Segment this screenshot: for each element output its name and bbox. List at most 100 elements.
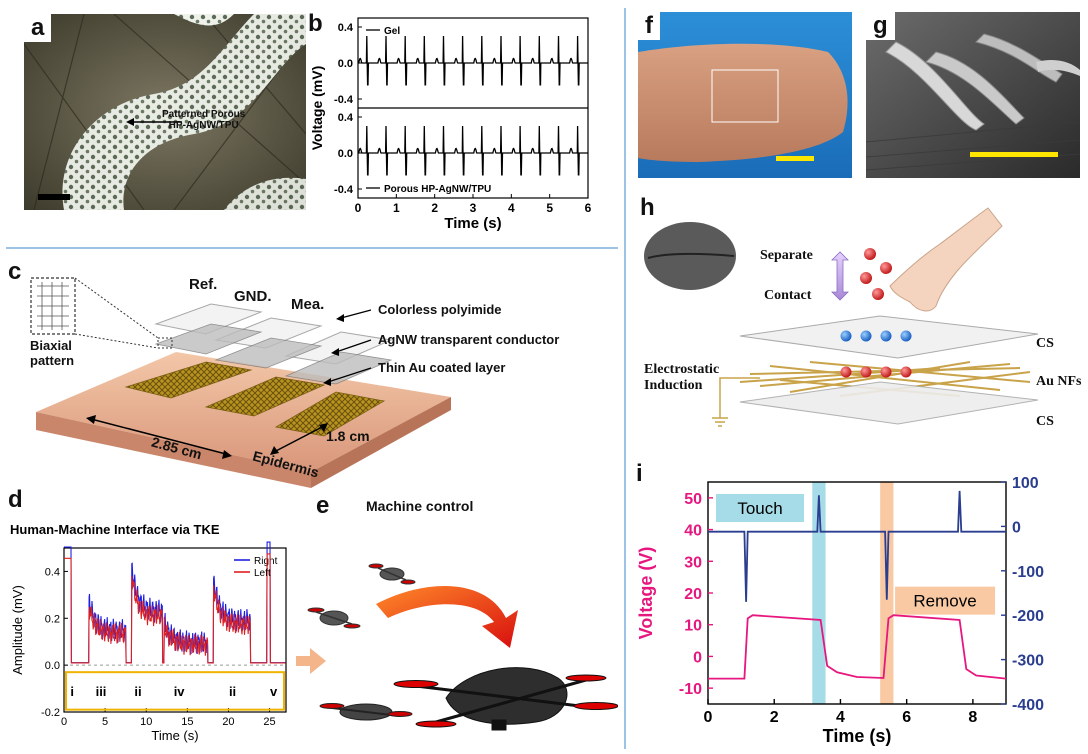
panel-i-chart: TouchRemove-1001020304050-400-300-200-10… (636, 475, 1044, 746)
panel-h-label: h (640, 194, 655, 221)
panel-i-xtick-label: 4 (836, 709, 845, 726)
panel-d-legend-label: Right (254, 556, 278, 567)
panel-b-ytick-label: -0.4 (334, 184, 354, 196)
panel-c-label: c (8, 258, 22, 285)
panel-i-ytick-label: 20 (684, 586, 702, 603)
panel-f-label: f (638, 12, 660, 40)
au-nfs-label: Au NFs (1036, 374, 1082, 389)
panel-i-xlabel: Time (s) (823, 726, 892, 746)
panel-c: c Ref. GND. Mea. Colorless polyimide AgN… (6, 252, 618, 488)
panel-i-y2tick-label: 100 (1012, 475, 1039, 492)
panel-i-ytick-label: 40 (684, 523, 702, 540)
panel-b-xtick-label: 2 (431, 201, 438, 215)
panel-b-xtick-label: 3 (470, 201, 477, 215)
drone-small-1 (368, 563, 416, 585)
panel-b-xtick-label: 0 (355, 201, 362, 215)
cs-bottom-label: CS (1036, 414, 1054, 429)
layer-au-label: Thin Au coated layer (378, 360, 506, 375)
panel-d-segment-label: ii (134, 684, 141, 699)
panel-i-xtick-label: 8 (968, 709, 977, 726)
separate-label: Separate (760, 248, 813, 263)
panel-b-ytick-label: 0.0 (338, 148, 353, 160)
biaxial-pattern-label: Biaxial pattern (30, 338, 75, 368)
panel-i-xtick-label: 6 (902, 709, 911, 726)
panel-d-frame (63, 547, 287, 713)
panel-d-legend-label: Left (254, 568, 271, 579)
panel-d-xtick-label: 15 (181, 716, 193, 728)
panel-b-ytick-label: 0.0 (338, 58, 353, 70)
panel-e-title: Machine control (366, 498, 474, 514)
panel-h: h Separate Contact CS Au NFs CS Electros… (640, 194, 1088, 446)
panel-i-xtick-label: 2 (770, 709, 779, 726)
panel-b-ylabel: Voltage (mV) (309, 66, 325, 151)
panel-d-title: Human-Machine Interface via TKE (10, 522, 220, 537)
panel-b-legend-label: Gel (384, 26, 400, 37)
panel-i-y2tick-label: 0 (1012, 519, 1021, 536)
touch-band (812, 482, 826, 704)
panel-i-series-current (708, 490, 1006, 602)
electrode-mea-label: Mea. (291, 296, 325, 313)
panel-b-xtick-label: 6 (585, 201, 592, 215)
panel-d-xtick-label: 25 (263, 716, 275, 728)
panel-g-label: g (866, 12, 895, 40)
panel-i-ytick-label: 10 (684, 618, 702, 635)
layer-polyimide-label: Colorless polyimide (378, 302, 502, 317)
panel-i-y2tick-label: -100 (1012, 564, 1044, 581)
panel-d-chart: Human-Machine Interface via TKE -0.2 0.0 0.… (10, 522, 287, 743)
panel-b-xlabel: Time (s) (444, 215, 501, 232)
panel-b-ytick-label: -0.4 (334, 94, 354, 106)
panel-i-y2tick-label: -300 (1012, 653, 1044, 670)
panel-d-ytick-label: 0.0 (45, 660, 60, 672)
panel-d-label: d (8, 486, 23, 513)
panel-i-ylabel: Voltage (V) (636, 547, 656, 640)
panel-b-xtick-label: 5 (546, 201, 553, 215)
panel-d-segment-label: iv (174, 684, 186, 699)
panel-d-xtick-label: 0 (61, 716, 67, 728)
panel-a-micrograph: a Patterned Porous HP-AgNW/TPU (23, 13, 307, 211)
panel-i-ytick-label: -10 (679, 681, 702, 698)
dimension-width-label: 1.8 cm (326, 428, 370, 444)
panel-d-segment-label: iii (96, 684, 107, 699)
vertical-divider (624, 8, 626, 749)
touch-label-box (716, 494, 804, 522)
panel-d-xlabel: Time (s) (151, 728, 198, 743)
panel-d-ytick-label: 0.2 (45, 613, 60, 625)
panel-i-y2tick-label: -400 (1012, 697, 1044, 714)
panel-b-xtick-label: 4 (508, 201, 515, 215)
panel-a-annotation: Patterned Porous HP-AgNW/TPU (162, 109, 246, 131)
panel-b-legend-label: Porous HP-AgNW/TPU (384, 184, 491, 195)
panel-i: Touch Remove -10 0 10 20 30 40 50 -400 -300 -200 -10… (636, 460, 1088, 749)
panel-b-ytick-label: 0.4 (338, 22, 354, 34)
panel-i-ytick-label: 0 (693, 649, 702, 666)
panel-d-series-left (64, 553, 286, 664)
panel-b-chart: 0.4 0.0 -0.4 Gel 0.4 0.0 -0.4 Porous HP-AgNW/TP… (309, 17, 592, 232)
panel-a-label: a (24, 14, 52, 42)
panel-d-ytick-label: 0.4 (45, 566, 60, 578)
panel-f-photo: f (638, 12, 852, 178)
panel-d-ylabel: Amplitude (mV) (10, 585, 25, 675)
panel-i-y2tick-label: -200 (1012, 608, 1044, 625)
panel-i-label: i (636, 460, 643, 487)
horizontal-divider (6, 247, 618, 249)
cs-top-label: CS (1036, 336, 1054, 351)
layer-agnw-label: AgNW transparent conductor (378, 332, 560, 347)
panel-b-trace-2 (358, 125, 588, 176)
panel-i-ytick-label: 50 (684, 491, 702, 508)
panel-d-xtick-label: 20 (222, 716, 234, 728)
panel-e-label: e (316, 492, 330, 519)
panel-i-xtick-label: 0 (704, 709, 713, 726)
remove-label: Remove (913, 592, 976, 611)
panel-d-xtick-label: 5 (102, 716, 108, 728)
panel-d-segment-label: i (70, 684, 74, 699)
electrostatic-induction-label: Electrostatic Induction (644, 362, 720, 393)
panel-e: e Machine control (296, 492, 619, 744)
contact-label: Contact (764, 288, 812, 303)
panel-i-series-voltage (708, 614, 1007, 680)
panel-i-ytick-label: 30 (684, 554, 702, 571)
panel-b-xtick-label: 1 (393, 201, 400, 215)
panel-g-sem: g (865, 12, 1081, 178)
electrode-gnd-label: GND. (234, 288, 272, 305)
panel-d-ytick-label: -0.2 (41, 707, 60, 719)
panel-d-segment-label: ii (229, 684, 236, 699)
panel-b-label: b (308, 10, 323, 37)
